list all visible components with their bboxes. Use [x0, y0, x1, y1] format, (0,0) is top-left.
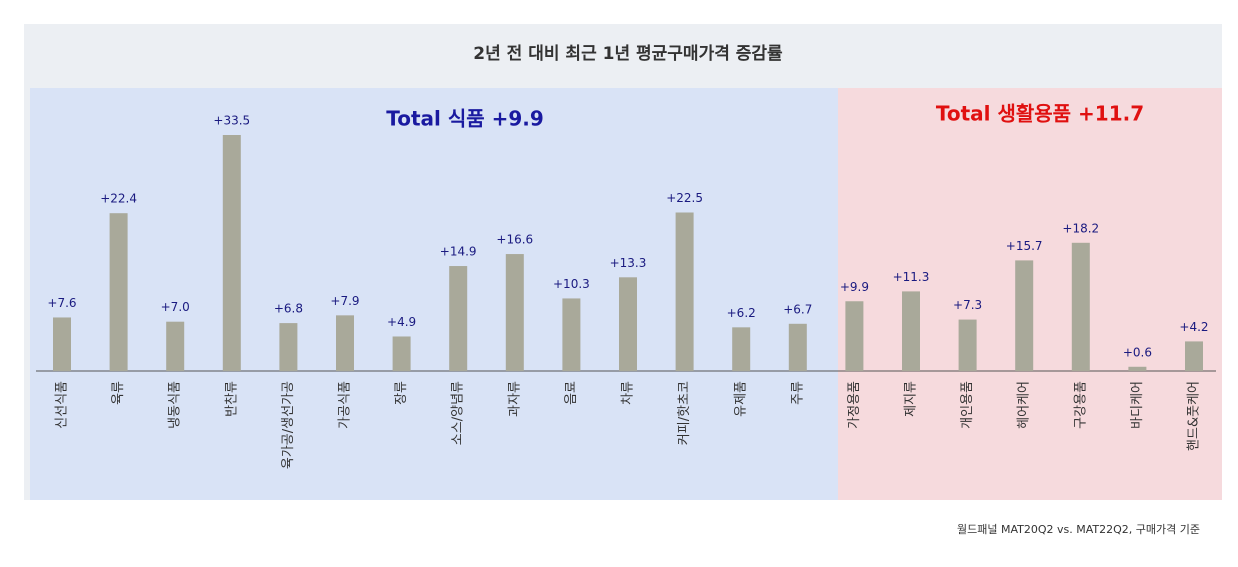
bar — [53, 317, 71, 371]
bar — [222, 135, 241, 371]
bar — [732, 327, 751, 371]
value-label: +7.0 — [161, 300, 190, 314]
value-label: +10.3 — [553, 277, 590, 291]
x-tick-label: 바디케어 — [1130, 381, 1145, 429]
value-label: +7.9 — [330, 294, 359, 308]
food-region — [30, 88, 838, 500]
bar — [166, 321, 185, 371]
value-label: +14.9 — [440, 245, 477, 259]
x-tick-label: 개인용품 — [960, 381, 975, 429]
value-label: +33.5 — [213, 114, 250, 128]
bar — [505, 254, 524, 371]
x-tick-label: 음료 — [564, 381, 579, 405]
annotation: Total 생활용품 +11.7 — [936, 102, 1144, 126]
annotation: Total 식품 +9.9 — [386, 107, 544, 131]
value-label: +15.7 — [1006, 239, 1043, 253]
bar — [1128, 366, 1147, 371]
footnote: 월드패널 MAT20Q2 vs. MAT22Q2, 구매가격 기준 — [957, 523, 1200, 536]
x-tick-label: 제지류 — [904, 381, 919, 417]
value-label: +22.4 — [100, 192, 137, 206]
bar — [788, 323, 807, 371]
x-tick-label: 핸드&풋케어 — [1186, 381, 1202, 451]
value-label: +9.9 — [840, 280, 869, 294]
x-tick-label: 장류 — [394, 381, 409, 405]
x-tick-label: 육류 — [111, 381, 126, 405]
x-tick-label: 차류 — [621, 381, 636, 405]
value-label: +6.2 — [727, 306, 756, 320]
value-label: +6.7 — [783, 302, 812, 316]
bar — [562, 298, 581, 371]
bar — [902, 291, 920, 371]
bar — [392, 336, 411, 371]
bar — [449, 266, 468, 371]
x-tick-label: 헤어케어 — [1017, 381, 1032, 429]
bar — [1015, 260, 1034, 371]
value-label: +4.2 — [1179, 320, 1208, 334]
bar — [619, 277, 637, 371]
bar — [1185, 341, 1203, 371]
x-tick-label: 과자류 — [507, 381, 522, 417]
value-label: +6.8 — [274, 302, 303, 316]
value-label: +18.2 — [1062, 221, 1099, 235]
bar — [958, 319, 977, 371]
x-tick-label: 육가공/생선가공 — [281, 381, 296, 469]
bar — [109, 213, 128, 371]
x-tick-label: 커피/핫초코 — [677, 381, 692, 445]
x-tick-label: 반찬류 — [224, 381, 239, 417]
x-tick-label: 냉동식품 — [168, 381, 183, 429]
value-label: +22.5 — [666, 191, 703, 205]
value-label: +7.6 — [47, 296, 76, 310]
bar — [336, 315, 354, 371]
x-tick-label: 신선식품 — [55, 381, 70, 429]
x-tick-label: 구강용품 — [1073, 381, 1088, 429]
x-tick-label: 주류 — [790, 381, 805, 405]
x-tick-label: 가공식품 — [338, 381, 353, 429]
bar — [1071, 242, 1090, 371]
value-label: +16.6 — [496, 233, 533, 247]
x-tick-label: 가정용품 — [847, 381, 862, 429]
chart-title: 2년 전 대비 최근 1년 평균구매가격 증감률 — [473, 44, 783, 64]
value-label: +0.6 — [1123, 345, 1152, 359]
value-label: +4.9 — [387, 315, 416, 329]
bar — [279, 323, 298, 371]
value-label: +13.3 — [610, 256, 647, 270]
x-tick-label: 유제품 — [734, 381, 749, 417]
bar — [845, 301, 864, 371]
value-label: +7.3 — [953, 298, 982, 312]
bar — [675, 212, 694, 371]
value-label: +11.3 — [893, 270, 930, 284]
x-tick-label: 소스/양념류 — [451, 381, 466, 445]
